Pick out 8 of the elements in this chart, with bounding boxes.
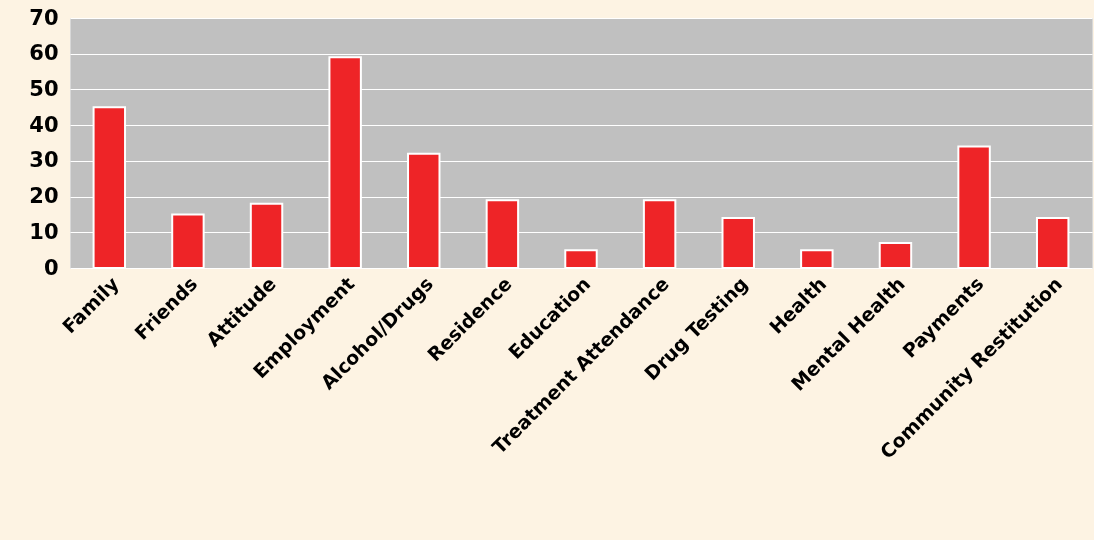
- y-tick-label: 10: [29, 219, 59, 244]
- y-tick-label: 70: [29, 5, 59, 30]
- y-tick-label: 0: [43, 255, 59, 280]
- y-tick-label: 60: [29, 41, 59, 66]
- y-tick-label: 40: [29, 112, 59, 137]
- y-tick-label: 20: [29, 184, 59, 209]
- y-tick-label: 50: [29, 76, 59, 101]
- y-tick-label: 30: [29, 148, 59, 173]
